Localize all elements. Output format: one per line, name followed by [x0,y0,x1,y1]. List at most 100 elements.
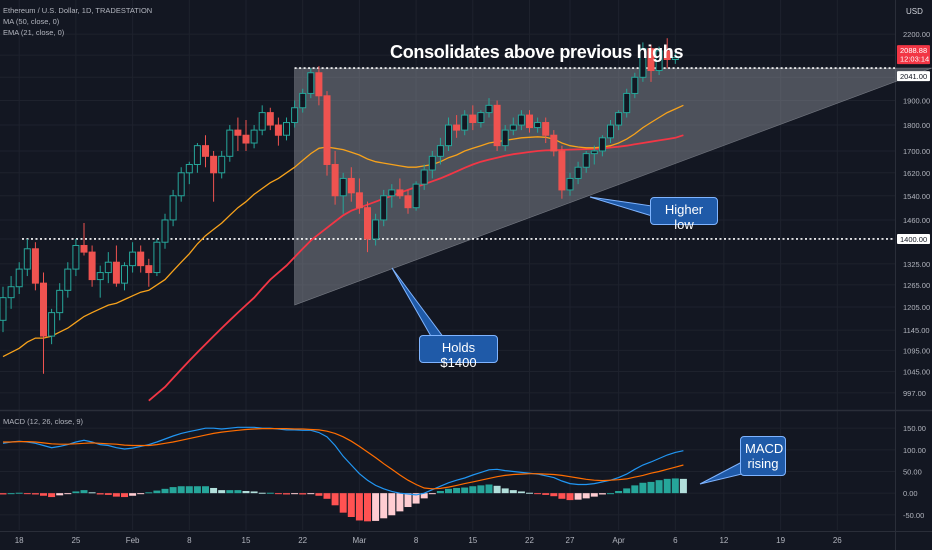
macd-bar [202,486,209,494]
candle-body [291,107,299,124]
macd-bar [242,491,250,494]
time-tick-label: Feb [126,536,140,545]
candle-body [574,166,582,179]
candle-body [64,268,72,291]
candle-body [185,163,193,174]
ema-legend[interactable]: EMA (21, close, 0) [3,28,65,37]
macd-bar [550,493,558,497]
macd-bar [639,482,647,494]
candle-body [647,48,655,72]
macd-line [2,426,684,496]
macd-bar [412,493,420,504]
candle-body [436,145,444,157]
candle-body [469,114,477,124]
price-tick-label: 1700.00 [903,147,930,156]
macd-bar [153,490,161,494]
macd-bar [80,490,88,494]
candle-body [299,92,307,109]
candle-body [72,244,80,270]
candle-body [420,169,428,185]
candle-body [380,195,388,221]
symbol-legend[interactable]: Ethereum / U.S. Dollar, 1D, TRADESTATION [3,6,153,15]
candle-body [323,95,331,165]
price-tick-label: 1800.00 [903,121,930,130]
macd-bar [469,486,477,494]
candle-body [607,124,614,139]
macd-bar [40,493,47,496]
macd-bar [404,493,412,508]
macd-bar [647,481,655,494]
candle-body [355,192,363,209]
macd-bar [250,491,258,494]
candle-body [210,155,218,174]
macd-tick-label: -50.00 [903,511,924,520]
time-tick-label: 8 [187,536,192,545]
candle-body [193,145,201,165]
candle-body [80,244,88,253]
candle-body [534,122,542,129]
price-tick-label: 1620.00 [903,169,930,178]
macd-bar [347,493,355,517]
macd-bar [493,485,501,494]
candle-body [145,265,153,274]
macd-bar [274,493,282,495]
candle-body [315,72,323,97]
candle-body [242,134,250,144]
time-tick-label: 15 [242,536,251,545]
macd-bar [679,478,687,494]
candle-body [169,195,177,221]
price-tick-label: 1045.00 [903,368,930,377]
candle-body [283,122,290,136]
macd-legend[interactable]: MACD (12, 26, close, 9) [3,417,84,426]
candle-body [226,129,234,157]
current-price-label: 2088.88 [900,46,927,55]
macd-bar [420,493,428,499]
macd-bar [542,493,550,495]
macd-rising-callout: MACD rising [740,436,786,476]
candle-body [202,145,209,157]
macd-bar [445,488,452,494]
macd-tick-label: 150.00 [903,424,926,433]
candle-body [112,261,120,284]
candle-body [339,177,347,197]
price-tick-label: 1265.00 [903,281,930,290]
time-tick-label: 8 [414,536,419,545]
candles [0,38,679,374]
macd-bar [509,490,517,494]
macd-bar [307,493,315,495]
currency-label: USD [906,7,923,16]
macd-bar [671,478,679,494]
macd-bar [145,492,153,494]
macd-bar [64,493,72,495]
candle-body [266,112,274,126]
macd-bar [299,493,307,495]
macd-bar [185,486,193,494]
candle-body [161,219,169,243]
candle-body [218,155,226,174]
resistance-level-label-bg [897,71,930,82]
macd-bar [161,488,169,494]
time-tick-label: 15 [468,536,477,545]
macd-histogram [0,478,687,522]
macd-bar [558,493,566,499]
macd-bar [331,493,339,506]
macd-bar [428,493,436,495]
candle-body [23,248,31,270]
countdown-label: 12:03:14 [900,55,929,64]
candle-body [501,129,509,147]
price-tick-label: 2200.00 [903,30,930,39]
macd-bar [218,490,226,494]
candle-body [428,155,436,171]
candle-body [56,289,64,314]
macd-bar [355,493,363,521]
ma-legend[interactable]: MA (50, close, 0) [3,17,60,26]
time-tick-label: 22 [298,536,307,545]
macd-bar [574,493,582,500]
macd-bar [7,493,15,495]
macd-bar [291,493,299,495]
macd-bar [193,486,201,494]
macd-bar [15,492,23,494]
macd-bar [23,493,31,495]
macd-bar [96,493,104,495]
